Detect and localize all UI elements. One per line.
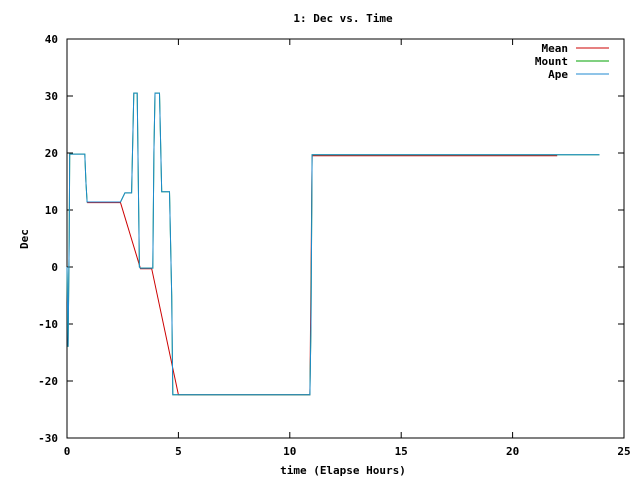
series-line-ape bbox=[66, 92, 600, 396]
x-tick-label: 20 bbox=[506, 445, 519, 458]
legend-label-ape: Ape bbox=[548, 68, 568, 81]
x-axis-label: time (Elapse Hours) bbox=[280, 464, 406, 477]
legend-label-mean: Mean bbox=[542, 42, 569, 55]
x-tick-label: 0 bbox=[64, 445, 71, 458]
series-line-mean bbox=[87, 155, 558, 396]
legend-label-mount: Mount bbox=[535, 55, 568, 68]
series-lines bbox=[66, 92, 600, 396]
x-tick-label: 10 bbox=[283, 445, 296, 458]
y-tick-label: 0 bbox=[51, 261, 58, 274]
y-tick-label: 20 bbox=[45, 147, 58, 160]
y-tick-label: -30 bbox=[38, 432, 58, 445]
x-tick-label: 25 bbox=[617, 445, 630, 458]
series-line-mount bbox=[66, 92, 600, 396]
y-tick-label: -10 bbox=[38, 318, 58, 331]
axis-ticks: 0 5 10 15 20 25 -30 -20 -10 0 10 20 30 40 bbox=[38, 33, 631, 458]
y-tick-label: 30 bbox=[45, 90, 58, 103]
x-tick-label: 15 bbox=[395, 445, 408, 458]
y-tick-label: -20 bbox=[38, 375, 58, 388]
x-tick-label: 5 bbox=[175, 445, 182, 458]
plot-border bbox=[66, 38, 625, 439]
chart-title: 1: Dec vs. Time bbox=[293, 12, 393, 25]
y-tick-label: 40 bbox=[45, 33, 58, 46]
y-tick-label: 10 bbox=[45, 204, 58, 217]
plot-frame bbox=[66, 38, 625, 439]
y-axis-label: Dec bbox=[18, 229, 31, 249]
